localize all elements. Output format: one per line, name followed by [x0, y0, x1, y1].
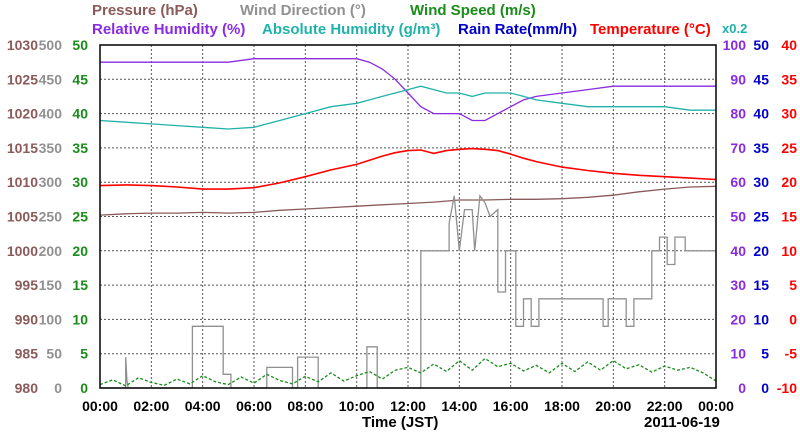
- y-tick-relative-humidity: 0: [738, 380, 746, 396]
- y-tick-relative-humidity: 100: [723, 37, 747, 53]
- x-tick-label: 02:00: [133, 398, 169, 414]
- y-tick-wind-direction: 450: [39, 71, 63, 87]
- y-tick-wind-speed: 15: [72, 277, 88, 293]
- y-tick-wind-direction: 300: [39, 174, 63, 190]
- y-tick-wind-speed: 20: [72, 243, 88, 259]
- y-tick-relative-humidity: 30: [730, 277, 746, 293]
- y-tick-wind-direction: 100: [39, 311, 63, 327]
- y-tick-pressure: 1000: [7, 243, 38, 259]
- x-tick-label: 00:00: [698, 398, 734, 414]
- y-tick-relative-humidity: 60: [730, 174, 746, 190]
- wind-direction-line: [100, 194, 716, 389]
- legend-temperature: Temperature (°C): [590, 21, 711, 38]
- x-tick-label: 18:00: [544, 398, 580, 414]
- y-tick-pressure: 1015: [7, 140, 38, 156]
- tick-labels: 00:00 02:00 04:00 06:00 08:00 10:00 12:00 14:00…: [7, 37, 797, 414]
- y-tick-wind-direction: 350: [39, 140, 63, 156]
- y-tick-wind-speed: 40: [72, 106, 88, 122]
- legend-wind-speed: Wind Speed (m/s): [410, 2, 536, 19]
- y-tick-wind-speed: 25: [72, 209, 88, 225]
- y-tick-temperature: 10: [781, 243, 797, 259]
- y-tick-wind-speed: 0: [80, 380, 88, 396]
- y-tick-relative-humidity: 10: [730, 346, 746, 362]
- y-tick-relative-humidity: 70: [730, 140, 746, 156]
- legend-ah-scale: x0.2: [722, 21, 748, 36]
- y-tick-temperature: 0: [789, 311, 797, 327]
- y-tick-temperature: 30: [781, 106, 797, 122]
- absolute-humidity-line: [99, 85, 716, 130]
- y-tick-relative-humidity: 90: [730, 71, 746, 87]
- x-tick-label: 10:00: [339, 398, 375, 414]
- y-tick-relative-humidity: 80: [730, 106, 746, 122]
- y-tick-wind-speed: 5: [80, 346, 88, 362]
- grid: [100, 45, 716, 388]
- y-tick-relative-humidity: 50: [730, 209, 746, 225]
- legend-rain-rate: Rain Rate(mm/h): [458, 21, 578, 38]
- y-tick-wind-speed: 10: [72, 311, 88, 327]
- y-tick-pressure: 995: [15, 277, 39, 293]
- y-tick-wind-direction: 400: [39, 106, 63, 122]
- y-tick-rain-rate: 25: [753, 209, 769, 225]
- y-tick-rain-rate: 30: [753, 174, 769, 190]
- y-tick-temperature: 5: [789, 277, 797, 293]
- y-tick-pressure: 1020: [7, 106, 38, 122]
- y-tick-rain-rate: 50: [753, 37, 769, 53]
- y-tick-temperature: 25: [781, 140, 797, 156]
- y-tick-wind-direction: 250: [39, 209, 63, 225]
- y-tick-rain-rate: 5: [761, 346, 769, 362]
- legend-relative-humidity: Relative Humidity (%): [92, 21, 246, 38]
- x-tick-label: 16:00: [493, 398, 529, 414]
- x-tick-label: 06:00: [236, 398, 272, 414]
- x-tick-label: 04:00: [185, 398, 221, 414]
- y-tick-rain-rate: 40: [753, 106, 769, 122]
- y-tick-temperature: 20: [781, 174, 797, 190]
- y-tick-relative-humidity: 20: [730, 311, 746, 327]
- temperature-line: [99, 147, 717, 190]
- y-tick-wind-speed: 30: [72, 174, 88, 190]
- y-tick-pressure: 1025: [7, 71, 38, 87]
- x-tick-label: 08:00: [287, 398, 323, 414]
- y-tick-temperature: 40: [781, 37, 797, 53]
- y-tick-temperature: 15: [781, 209, 797, 225]
- y-tick-temperature: 35: [781, 71, 797, 87]
- y-tick-rain-rate: 45: [753, 71, 769, 87]
- y-tick-wind-direction: 500: [39, 37, 63, 53]
- y-tick-rain-rate: 15: [753, 277, 769, 293]
- y-tick-rain-rate: 20: [753, 243, 769, 259]
- pressure-line: [99, 185, 717, 216]
- plot-frame: [99, 44, 717, 389]
- y-tick-pressure: 1030: [7, 37, 38, 53]
- y-tick-wind-speed: 35: [72, 140, 88, 156]
- legend-wind-direction: Wind Direction (°): [240, 2, 366, 19]
- y-tick-relative-humidity: 40: [730, 243, 746, 259]
- y-tick-temperature: -10: [777, 380, 797, 396]
- y-tick-rain-rate: 35: [753, 140, 769, 156]
- x-tick-label: 14:00: [441, 398, 477, 414]
- legend-pressure: Pressure (hPa): [92, 2, 198, 19]
- y-tick-wind-direction: 200: [39, 243, 63, 259]
- x-tick-label: 12:00: [390, 398, 426, 414]
- x-tick-label: 00:00: [82, 398, 118, 414]
- y-tick-wind-direction: 50: [46, 346, 62, 362]
- y-tick-pressure: 1010: [7, 174, 38, 190]
- y-tick-pressure: 1005: [7, 209, 38, 225]
- legend-absolute-humidity: Absolute Humidity (g/m³): [262, 21, 441, 38]
- y-tick-rain-rate: 10: [753, 311, 769, 327]
- x-tick-label: 20:00: [595, 398, 631, 414]
- date-label: 2011-06-19: [644, 414, 720, 431]
- x-axis-label: Time (JST): [362, 414, 439, 431]
- y-tick-wind-direction: 0: [54, 380, 62, 396]
- y-tick-wind-speed: 45: [72, 71, 88, 87]
- y-tick-wind-speed: 50: [72, 37, 88, 53]
- y-tick-temperature: -5: [785, 346, 798, 362]
- y-tick-pressure: 980: [15, 380, 39, 396]
- y-tick-wind-direction: 150: [39, 277, 63, 293]
- relative-humidity-line: [100, 58, 716, 122]
- y-tick-pressure: 985: [15, 346, 39, 362]
- y-tick-pressure: 990: [15, 311, 39, 327]
- y-tick-rain-rate: 0: [761, 380, 769, 396]
- x-tick-label: 22:00: [647, 398, 683, 414]
